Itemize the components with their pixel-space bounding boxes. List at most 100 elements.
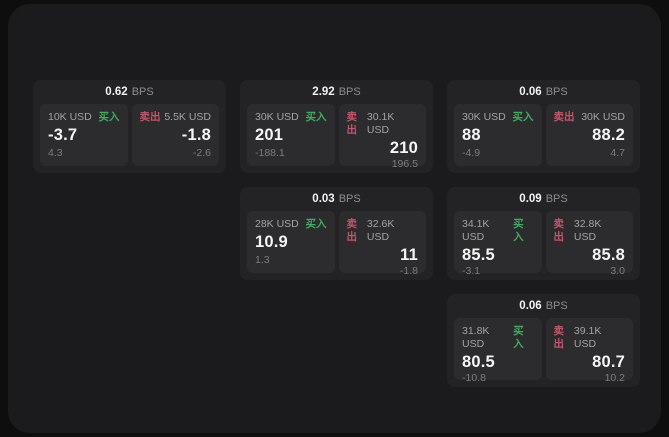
buy-amount: 30K USD [255,111,299,123]
bps-value: 0.09 [519,193,542,205]
buy-tile[interactable]: 30K USD 买入 88 -4.9 [454,104,542,166]
sell-label: 卖出 [139,111,161,123]
bps-value: 0.03 [312,193,335,205]
buy-tile[interactable]: 34.1K USD 买入 85.5 -3.1 [454,211,542,277]
buy-price: 88 [462,126,481,144]
sell-tile-header: 卖出 32.8K USD [554,218,626,244]
buy-tile[interactable]: 28K USD 买入 10.9 1.3 [247,211,335,273]
sell-price: -1.8 [181,126,211,144]
buy-price: 201 [255,126,284,144]
sell-tile[interactable]: 卖出 32.6K USD 11 -1.8 [338,211,426,277]
buy-amount: 31.8K USD [462,325,490,350]
quote-card: 0.62 BPS 10K USD 买入 -3.7 4.3 卖出 5.5K USD… [33,80,226,173]
buy-amount: 28K USD [255,218,299,230]
buy-price: 10.9 [255,233,288,251]
buy-price: 85.5 [462,246,495,264]
bps-unit-label: BPS [338,86,361,98]
quote-card: 0.06 BPS 31.8K USD 买入 80.5 -10.8 卖出 39.1… [447,294,640,387]
buy-label: 买入 [513,325,524,350]
bps-value: 0.06 [519,86,542,98]
sell-amount: 5.5K USD [164,111,211,123]
quote-card: 0.09 BPS 34.1K USD 买入 85.5 -3.1 卖出 32.8K… [447,187,640,280]
main-panel: 0.62 BPS 10K USD 买入 -3.7 4.3 卖出 5.5K USD… [8,4,661,433]
sell-tile-header: 卖出 32.6K USD [347,218,419,244]
sell-delta: 196.5 [391,158,418,170]
sell-price: 88.2 [592,126,625,144]
buy-amount: 34.1K USD [462,218,490,243]
buy-tile[interactable]: 10K USD 买入 -3.7 4.3 [40,104,128,166]
sell-tile-header: 卖出 39.1K USD [554,325,626,351]
quote-tiles: 34.1K USD 买入 85.5 -3.1 卖出 32.8K USD 85.8… [454,211,633,277]
sell-price: 80.7 [592,353,625,371]
buy-amount: 10K USD [48,111,92,123]
quote-card: 0.03 BPS 28K USD 买入 10.9 1.3 卖出 32.6K US… [240,187,433,280]
sell-label: 卖出 [553,111,575,123]
sell-tile[interactable]: 卖出 30.1K USD 210 196.5 [338,104,426,170]
sell-tile[interactable]: 卖出 39.1K USD 80.7 10.2 [545,318,633,384]
bps-unit-label: BPS [338,193,361,205]
sell-amount: 32.8K USD [573,218,602,243]
quote-card: 0.06 BPS 30K USD 买入 88 -4.9 卖出 30K USD 8… [447,80,640,173]
sell-delta: 4.7 [610,147,625,159]
sell-delta: 3.0 [610,265,625,277]
bps-value: 0.06 [519,300,542,312]
card-header: 0.06 BPS [454,294,633,318]
buy-tile-header: 34.1K USD 买入 [462,218,534,244]
quote-tiles: 10K USD 买入 -3.7 4.3 卖出 5.5K USD -1.8 -2.… [40,104,219,166]
sell-amount: 32.6K USD [366,218,395,243]
buy-label: 买入 [98,111,120,123]
buy-tile[interactable]: 31.8K USD 买入 80.5 -10.8 [454,318,542,384]
sell-label: 卖出 [553,325,565,350]
buy-label: 买入 [305,111,327,123]
buy-tile-header: 30K USD 买入 [255,111,327,124]
sell-label: 卖出 [346,111,358,136]
quote-tiles: 31.8K USD 买入 80.5 -10.8 卖出 39.1K USD 80.… [454,318,633,384]
sell-amount: 30K USD [581,111,625,123]
buy-tile-header: 31.8K USD 买入 [462,325,534,351]
bps-unit-label: BPS [545,300,568,312]
sell-price: 11 [400,246,418,264]
sell-delta: -1.8 [399,265,418,277]
sell-amount: 39.1K USD [573,325,602,350]
sell-tile[interactable]: 卖出 30K USD 88.2 4.7 [545,104,633,166]
sell-delta: -2.6 [192,147,211,159]
buy-tile-header: 30K USD 买入 [462,111,534,124]
card-header: 0.03 BPS [247,187,426,211]
sell-tile[interactable]: 卖出 32.8K USD 85.8 3.0 [545,211,633,277]
quote-tiles: 30K USD 买入 201 -188.1 卖出 30.1K USD 210 1… [247,104,426,170]
buy-tile[interactable]: 30K USD 买入 201 -188.1 [247,104,335,166]
buy-label: 买入 [305,218,327,230]
sell-label: 卖出 [346,218,358,243]
buy-delta: -188.1 [255,147,285,159]
sell-delta: 10.2 [604,372,625,384]
card-grid: 0.62 BPS 10K USD 买入 -3.7 4.3 卖出 5.5K USD… [33,80,640,387]
sell-amount: 30.1K USD [366,111,395,136]
buy-tile-header: 28K USD 买入 [255,218,327,231]
sell-tile-header: 卖出 5.5K USD [140,111,212,124]
buy-label: 买入 [512,111,534,123]
buy-label: 买入 [513,218,524,243]
bps-unit-label: BPS [545,193,568,205]
quote-card: 2.92 BPS 30K USD 买入 201 -188.1 卖出 30.1K … [240,80,433,173]
bps-unit-label: BPS [545,86,568,98]
buy-amount: 30K USD [462,111,506,123]
buy-tile-header: 10K USD 买入 [48,111,120,124]
sell-tile-header: 卖出 30.1K USD [347,111,419,137]
card-header: 0.62 BPS [40,80,219,104]
quote-tiles: 30K USD 买入 88 -4.9 卖出 30K USD 88.2 4.7 [454,104,633,166]
buy-price: 80.5 [462,353,495,371]
bps-value: 0.62 [105,86,128,98]
sell-label: 卖出 [553,218,565,243]
buy-delta: -4.9 [462,147,481,159]
buy-delta: 4.3 [48,147,63,159]
bps-unit-label: BPS [131,86,154,98]
buy-price: -3.7 [48,126,78,144]
bps-value: 2.92 [312,86,335,98]
sell-price: 85.8 [592,246,625,264]
sell-tile-header: 卖出 30K USD [554,111,626,124]
card-header: 2.92 BPS [247,80,426,104]
sell-tile[interactable]: 卖出 5.5K USD -1.8 -2.6 [131,104,219,166]
buy-delta: 1.3 [255,254,270,266]
sell-price: 210 [389,139,418,157]
